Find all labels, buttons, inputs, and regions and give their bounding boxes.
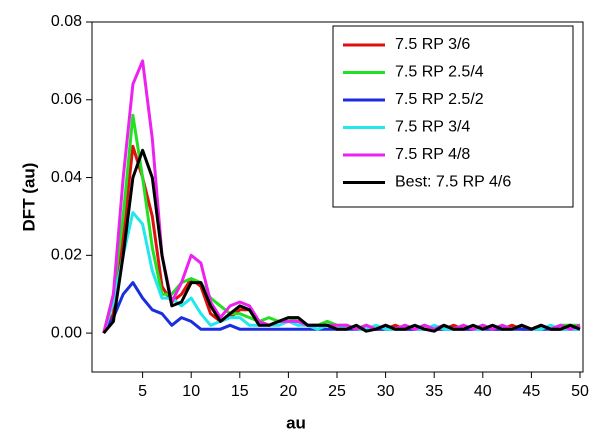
series-line	[102, 211, 580, 334]
y-axis-title: DFT (au)	[19, 163, 38, 232]
y-tick-label: 0.06	[51, 91, 82, 108]
y-tick-label: 0.04	[51, 169, 82, 186]
legend-label: 7.5 RP 3/4	[395, 119, 470, 136]
x-tick-label: 35	[425, 383, 443, 400]
x-tick-label: 30	[377, 383, 395, 400]
legend-box	[332, 25, 574, 208]
y-tick-label: 0.00	[51, 324, 82, 341]
series-line	[102, 148, 581, 335]
x-tick-label: 50	[571, 383, 589, 400]
y-tick-label: 0.08	[51, 13, 82, 30]
x-axis-title: au	[286, 413, 306, 432]
legend-label: 7.5 RP 3/6	[395, 36, 470, 53]
series-line	[102, 59, 581, 334]
x-tick-label: 20	[280, 383, 298, 400]
x-tick-label: 25	[328, 383, 346, 400]
legend-label: 7.5 RP 2.5/2	[395, 91, 484, 108]
legend-label: 7.5 RP 4/8	[395, 146, 470, 163]
y-tick-label: 0.02	[51, 247, 82, 264]
x-tick-label: 5	[138, 383, 147, 400]
x-tick-label: 40	[474, 383, 492, 400]
x-tick-label: 15	[231, 383, 249, 400]
x-tick-label: 10	[182, 383, 200, 400]
legend-label: 7.5 RP 2.5/4	[395, 64, 484, 81]
x-tick-label: 45	[523, 383, 541, 400]
legend-label: Best: 7.5 RP 4/6	[395, 174, 511, 191]
